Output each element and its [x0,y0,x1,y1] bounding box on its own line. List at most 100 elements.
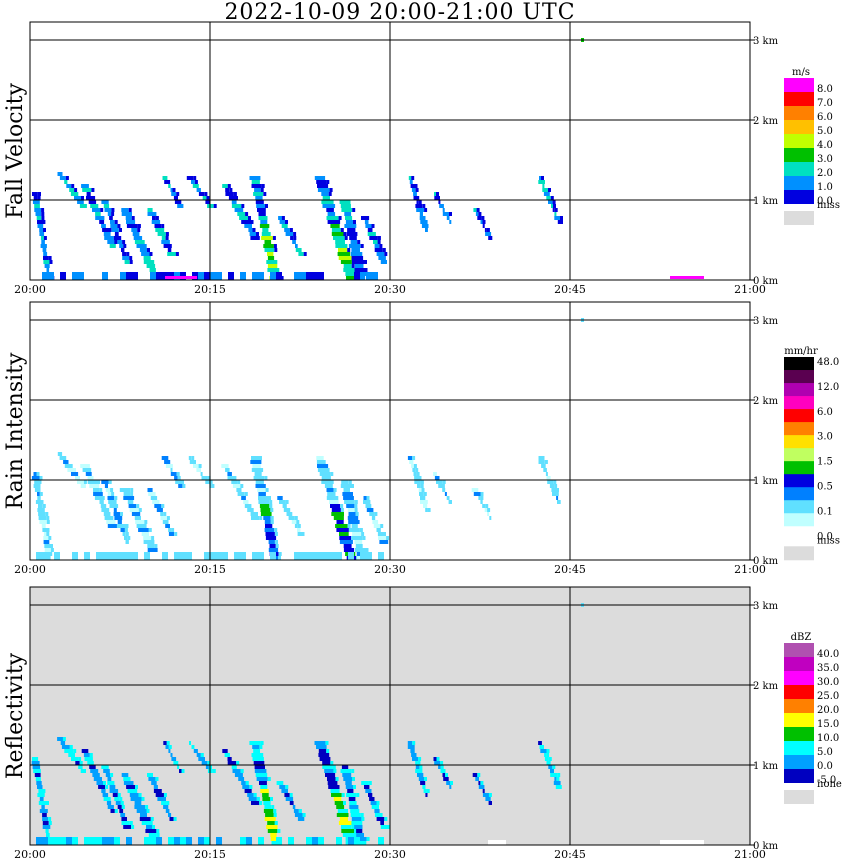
echo-cell [346,504,355,508]
echo-cell [415,188,419,192]
echo-cell [557,773,561,777]
echo-cell [137,224,141,228]
echo-cell [545,472,548,476]
y-tick-label: 0 km [753,556,779,567]
echo-cell [350,252,363,256]
echo-cell [351,256,364,260]
echo-cell [288,516,295,520]
echo-cell [354,548,366,552]
echo-cell [37,224,44,228]
echo-cell [345,272,355,276]
echo-cell [210,552,216,560]
echo-cell [57,452,63,456]
echo-cell [166,801,170,805]
echo-cell [386,536,390,540]
echo-cell [34,204,40,208]
echo-cell [132,552,138,560]
echo-cell [247,793,254,797]
echo-cell [552,208,555,212]
echo-cell [285,797,294,801]
echo-cell [418,777,424,781]
legend: dBZ 40.0 35.0 30.0 25.0 20.0 15.0 10.0 5.0 0.0 -5.… [784,632,842,804]
echo-cell [351,248,360,252]
echo-cell [436,480,443,484]
echo-cell [380,260,387,264]
echo-cell [346,793,357,797]
echo-cell [540,749,547,753]
echo-cell [339,532,349,536]
echo-cell [316,460,326,464]
echo-cell [165,524,170,528]
echo-cell [90,204,99,208]
echo-cell [162,552,168,560]
echo-cell [181,769,185,773]
echo-cell [245,781,249,785]
echo-cell [101,200,109,204]
echo-cell [32,200,40,204]
echo-cell [256,204,265,208]
echo-cell [110,224,118,228]
echo-cell [351,769,355,773]
legend-swatch [784,106,814,120]
echo-cell [213,204,217,208]
echo-cell [290,236,294,240]
echo-cell [42,789,46,793]
legend-swatch [784,685,814,699]
echo-cell [326,749,330,753]
echo-cell [42,825,51,829]
echo-cell [126,785,135,789]
echo-cell [114,837,120,845]
echo-cell [369,512,375,516]
echo-cell [277,829,281,833]
echo-cell [42,552,48,560]
echo-cell [78,757,82,761]
echo-cell [43,228,46,232]
echo-cell [348,512,356,516]
echo-cell [201,761,208,765]
x-tick-label: 20:30 [374,848,406,861]
echo-cell [244,492,248,496]
legend-swatch [784,513,814,528]
echo-cell [222,184,228,188]
legend-swatch [784,699,814,713]
echo-cell [341,793,345,797]
echo-cell [485,797,491,801]
echo-cell [442,480,446,484]
echo-cell [151,781,157,785]
echo-cell [367,232,376,236]
echo-cell [355,512,359,516]
echo-cell [193,464,199,468]
echo-cell [239,216,248,220]
echo-cell [63,460,69,464]
echo-cell [293,236,297,240]
echo-cell [418,476,422,480]
legend-label: 10.0 [817,733,839,744]
echo-cell [363,500,371,504]
echo-cell [357,841,367,845]
echo-cell [123,492,130,496]
echo-cell [127,500,134,504]
echo-cell [238,777,245,781]
y-tick-label: 3 km [753,601,779,612]
echo-cell [550,769,554,773]
echo-cell [114,809,118,813]
echo-cell [267,268,280,272]
echo-cell [211,484,215,488]
echo-cell [48,256,52,260]
echo-cell [259,801,263,805]
echo-cell [293,809,299,813]
echo-cell [104,484,108,488]
echo-cell [99,220,105,224]
echo-cell [478,212,482,216]
echo-cell [355,268,365,272]
echo-cell [270,837,278,841]
echo-cell [338,256,352,260]
x-tick-label: 20:30 [374,563,406,576]
echo-cell [442,208,445,212]
legend-label: 6.0 [817,112,833,123]
legend-miss-label: miss [817,535,840,546]
echo-cell [129,508,139,512]
echo-cell [336,520,344,524]
echo-cell [264,476,268,480]
echo-cell [544,460,548,464]
